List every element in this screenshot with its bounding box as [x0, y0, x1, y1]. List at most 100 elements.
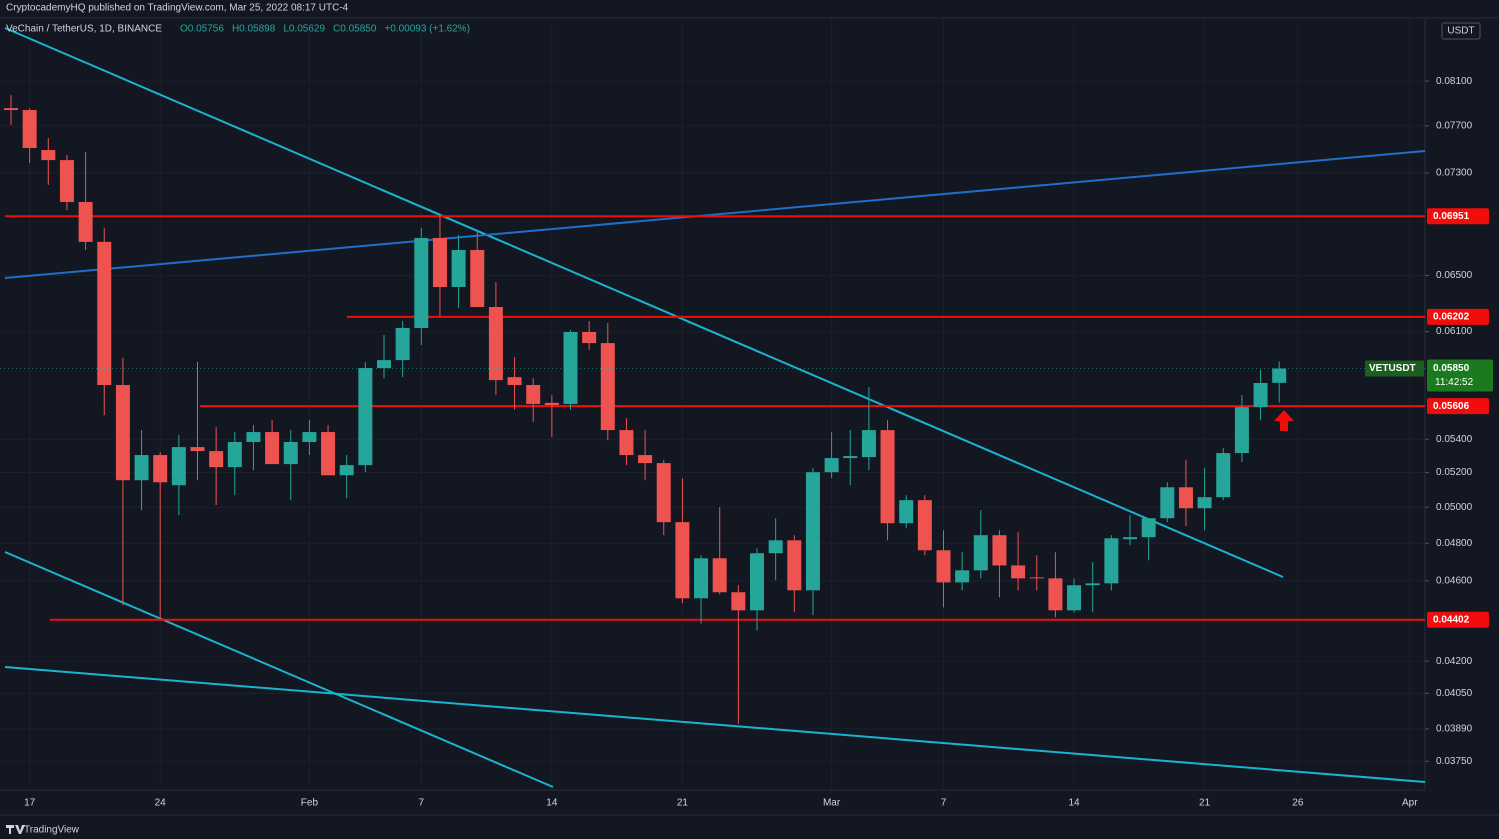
candle-body: [1011, 565, 1026, 579]
candle-body: [861, 430, 876, 458]
x-tick-label: 26: [1292, 798, 1304, 809]
brand: TradingView: [24, 825, 80, 836]
candle-body: [750, 553, 764, 611]
candle-body: [1216, 453, 1231, 498]
logo: [6, 825, 25, 834]
y-tick-label: 0.07700: [1436, 120, 1473, 131]
y-tick-label: 0.05000: [1436, 502, 1473, 513]
y-tick-label: 0.04600: [1436, 575, 1473, 586]
y-tick-label: 0.05400: [1436, 434, 1473, 445]
candle-body: [41, 150, 56, 161]
y-tick-label: 0.03750: [1436, 756, 1473, 767]
candle-body: [1085, 583, 1100, 586]
x-tick-label: 7: [419, 798, 425, 809]
level-tag: [1427, 208, 1489, 225]
candle-body: [638, 455, 653, 464]
candle-body: [1272, 368, 1287, 383]
candle-body: [265, 432, 280, 465]
candle-body: [339, 465, 354, 476]
trend-line: [4, 551, 554, 788]
candle-body: [563, 332, 578, 404]
candle-body: [470, 250, 485, 308]
trend-line: [4, 150, 1426, 279]
level-tag: [1427, 611, 1489, 628]
candle-body: [656, 463, 671, 523]
candle-body: [936, 550, 951, 583]
candle-body: [1141, 518, 1156, 538]
x-tick-label: 24: [155, 798, 167, 809]
candle-body: [283, 442, 298, 465]
candle-body: [451, 250, 466, 287]
x-tick-label: 21: [1199, 798, 1211, 809]
candle-body: [1234, 407, 1249, 454]
currency-box[interactable]: [1441, 22, 1481, 40]
candle-body: [1253, 382, 1268, 408]
candle-body: [358, 368, 373, 466]
candle-body: [1160, 487, 1175, 519]
ohlc-value: +0.00093 (+1.62%): [384, 24, 470, 35]
candle-body: [507, 377, 522, 385]
y-tick-label: 0.07300: [1436, 168, 1473, 179]
level-tag: [1427, 308, 1489, 325]
arrow: [1274, 410, 1294, 431]
x-tick-label: 21: [677, 798, 689, 809]
x-tick-label: 7: [941, 798, 947, 809]
price-tag: [1427, 359, 1493, 392]
candle-body: [619, 430, 634, 456]
candle-body: [4, 108, 18, 111]
publisher: CryptocademyHQ published on TradingView.…: [6, 3, 349, 14]
candle-body: [824, 458, 839, 473]
candle-body: [1123, 537, 1137, 540]
y-tick-label: 0.06100: [1436, 326, 1473, 337]
ohlc-value: L0.05629: [283, 24, 325, 35]
candle-body: [246, 432, 261, 443]
symbol: VETUSDT: [1369, 363, 1416, 374]
currency: USDT: [1447, 26, 1474, 37]
candle-body: [115, 384, 130, 481]
candle-body: [1029, 577, 1044, 579]
candle-body: [97, 241, 112, 385]
candle-body: [190, 447, 205, 452]
level-label: 0.05606: [1433, 401, 1470, 412]
last-price: VETUSDT 0.05850 11:42:52: [0, 359, 1493, 392]
candles: [4, 95, 1287, 724]
candle-body: [582, 332, 597, 344]
ohlc-value: C0.05850: [333, 24, 377, 35]
level-label: 0.06951: [1433, 211, 1470, 222]
candle-body: [22, 110, 37, 149]
ohlc-value: H0.05898: [232, 24, 276, 35]
candle-body: [209, 451, 224, 468]
candle-body: [395, 327, 410, 361]
countdown: 11:42:52: [1435, 377, 1474, 388]
x-tick-label: Mar: [823, 798, 841, 809]
x-tick-label: 14: [546, 798, 558, 809]
candle-body: [153, 455, 168, 483]
candle-body: [899, 500, 914, 524]
candle-body: [1197, 497, 1212, 509]
x-tick-label: 14: [1068, 798, 1080, 809]
symbol-tag: [1365, 360, 1424, 377]
candle-body: [171, 447, 186, 486]
candle-body: [302, 432, 317, 443]
trend-lines: [4, 27, 1426, 788]
ohlc-value: O0.05756: [180, 24, 224, 35]
levels: [5, 215, 1425, 621]
x-tick-label: Apr: [1402, 798, 1418, 809]
candle-body: [992, 535, 1007, 566]
candle-body: [377, 360, 391, 369]
candle-body: [1104, 538, 1119, 584]
candle-body: [600, 343, 615, 431]
candle-body: [768, 540, 783, 554]
y-tick-label: 0.05200: [1436, 467, 1473, 478]
candle-body: [787, 540, 802, 591]
y-tick-label: 0.04200: [1436, 656, 1473, 667]
x-tick-label: 17: [24, 798, 36, 809]
candle-body: [731, 592, 746, 611]
y-tick-label: 0.06500: [1436, 270, 1473, 281]
last-price: 0.05850: [1433, 363, 1470, 374]
candle-body: [544, 402, 559, 406]
x-axis: 17 24 Feb 7 14 21 Mar 7 14 21 26 Apr: [24, 798, 1418, 809]
ohlc-legend: O0.05756 H0.05898 L0.05629 C0.05850 +0.00093…: [180, 24, 470, 35]
y-tick-label: 0.04800: [1436, 538, 1473, 549]
